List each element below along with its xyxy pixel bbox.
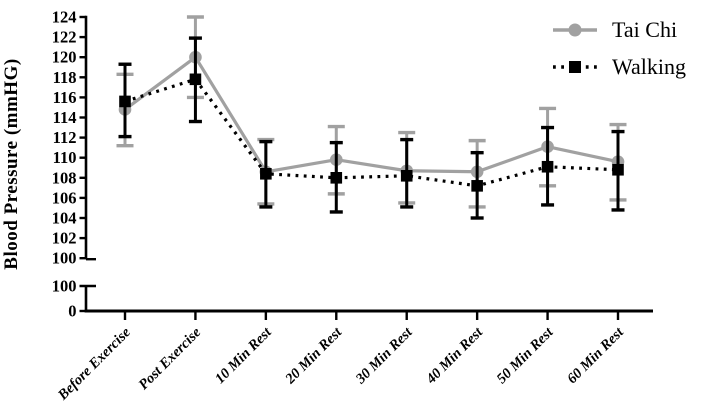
- walking-dotted-square-icon: [552, 56, 598, 78]
- data-point-marker: [119, 95, 131, 108]
- x-axis: Before Exercise Post Exercise 10 Min Rest 2…: [54, 309, 653, 404]
- data-point-marker: [260, 167, 272, 180]
- y-tick-label: 106: [52, 188, 77, 207]
- walking-line: [124, 77, 619, 188]
- y-tick-label: 108: [52, 168, 77, 187]
- legend-label-walking: Walking: [612, 54, 686, 79]
- x-tick-label: 40 Min Rest: [423, 324, 487, 388]
- data-point-marker: [189, 73, 202, 86]
- series-walking: [118, 36, 625, 220]
- data-point-marker: [541, 160, 554, 173]
- x-tick-label: Before Exercise: [54, 324, 134, 404]
- y-tick-label: 120: [52, 48, 77, 67]
- legend-item-walking: Walking: [552, 53, 686, 81]
- y-tick-label: 102: [52, 229, 77, 248]
- y-tick-label: 112: [53, 128, 77, 147]
- y-axis-title: Blood Pressure (mmHG): [1, 58, 22, 269]
- y-tick-label: 116: [53, 88, 77, 107]
- series-tai-chi: [116, 15, 627, 209]
- data-point-marker: [471, 180, 483, 192]
- y-tick-label: 100: [52, 249, 77, 268]
- data-point-marker: [330, 172, 343, 184]
- x-tick-label: 50 Min Rest: [494, 324, 557, 387]
- y-tick-label: 114: [53, 108, 77, 127]
- x-tick-label: 30 Min Rest: [352, 324, 416, 388]
- legend-marker-shape: [569, 61, 581, 73]
- legend-label-tai-chi: Tai Chi: [612, 17, 678, 42]
- y-tick-label: 122: [52, 28, 77, 47]
- x-tick-label: 10 Min Rest: [212, 324, 275, 387]
- data-point-marker: [400, 169, 413, 182]
- y-tick-label: 104: [52, 209, 77, 228]
- y-tick-label: 124: [52, 8, 77, 27]
- y-break-tick-label: 100: [52, 277, 77, 296]
- legend-marker-shape: [568, 23, 582, 37]
- tai-chi-line-circle-icon: [552, 19, 598, 41]
- data-point-marker: [612, 163, 624, 176]
- legend-item-tai-chi: Tai Chi: [552, 16, 686, 44]
- x-tick-label: Post Exercise: [136, 324, 205, 393]
- tai-chi-line: [124, 55, 619, 174]
- x-tick-label: 60 Min Rest: [564, 324, 627, 387]
- x-tick-label: 20 Min Rest: [282, 324, 346, 388]
- y-break-tick-label: 0: [68, 302, 76, 321]
- chart-legend: Tai Chi Walking: [552, 16, 686, 81]
- y-tick-label: 110: [53, 148, 77, 167]
- y-tick-label: 118: [53, 68, 77, 87]
